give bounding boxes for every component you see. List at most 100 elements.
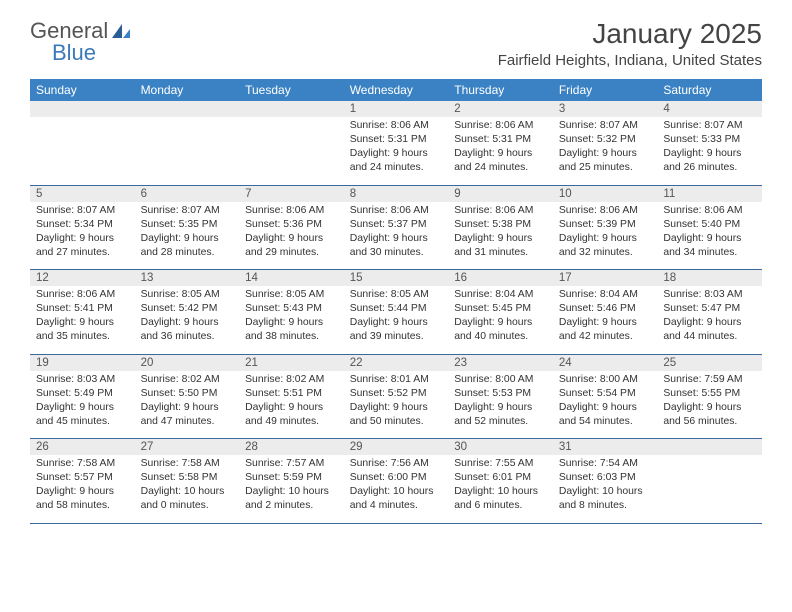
- sunset-text: Sunset: 5:42 PM: [141, 302, 234, 316]
- weekday-header: Friday: [553, 79, 658, 101]
- daylight-text: Daylight: 9 hours: [141, 401, 234, 415]
- day-number: 12: [30, 270, 135, 287]
- daylight-text: and 31 minutes.: [454, 246, 547, 260]
- day-detail: Sunrise: 8:03 AMSunset: 5:47 PMDaylight:…: [657, 286, 762, 354]
- daylight-text: and 44 minutes.: [663, 330, 756, 344]
- daylight-text: and 36 minutes.: [141, 330, 234, 344]
- detail-row: Sunrise: 8:03 AMSunset: 5:49 PMDaylight:…: [30, 371, 762, 439]
- sunset-text: Sunset: 5:58 PM: [141, 471, 234, 485]
- day-detail: Sunrise: 7:54 AMSunset: 6:03 PMDaylight:…: [553, 455, 658, 523]
- day-detail: Sunrise: 8:04 AMSunset: 5:45 PMDaylight:…: [448, 286, 553, 354]
- day-number: 26: [30, 439, 135, 456]
- sail-icon: [110, 22, 132, 40]
- sunrise-text: Sunrise: 8:06 AM: [559, 204, 652, 218]
- sunrise-text: Sunrise: 8:07 AM: [559, 119, 652, 133]
- daynum-row: 12131415161718: [30, 270, 762, 287]
- day-number: 3: [553, 101, 658, 117]
- daylight-text: and 52 minutes.: [454, 415, 547, 429]
- sunset-text: Sunset: 5:49 PM: [36, 387, 129, 401]
- daylight-text: Daylight: 9 hours: [454, 147, 547, 161]
- sunset-text: Sunset: 5:44 PM: [350, 302, 443, 316]
- daynum-row: 19202122232425: [30, 354, 762, 371]
- day-number: 25: [657, 354, 762, 371]
- weekday-header: Thursday: [448, 79, 553, 101]
- sunset-text: Sunset: 5:45 PM: [454, 302, 547, 316]
- sunrise-text: Sunrise: 8:04 AM: [559, 288, 652, 302]
- daylight-text: Daylight: 9 hours: [36, 485, 129, 499]
- weekday-header: Sunday: [30, 79, 135, 101]
- daylight-text: Daylight: 9 hours: [663, 232, 756, 246]
- day-number: 31: [553, 439, 658, 456]
- sunrise-text: Sunrise: 8:06 AM: [454, 204, 547, 218]
- daylight-text: and 54 minutes.: [559, 415, 652, 429]
- weekday-header: Saturday: [657, 79, 762, 101]
- day-detail: Sunrise: 7:59 AMSunset: 5:55 PMDaylight:…: [657, 371, 762, 439]
- day-number: [30, 101, 135, 117]
- daylight-text: and 38 minutes.: [245, 330, 338, 344]
- sunset-text: Sunset: 5:54 PM: [559, 387, 652, 401]
- daylight-text: and 35 minutes.: [36, 330, 129, 344]
- title-block: January 2025 Fairfield Heights, Indiana,…: [498, 18, 762, 69]
- day-number: 16: [448, 270, 553, 287]
- sunrise-text: Sunrise: 8:01 AM: [350, 373, 443, 387]
- daylight-text: Daylight: 10 hours: [559, 485, 652, 499]
- daylight-text: and 2 minutes.: [245, 499, 338, 513]
- day-detail: [135, 117, 240, 185]
- daylight-text: and 24 minutes.: [350, 161, 443, 175]
- sunset-text: Sunset: 5:36 PM: [245, 218, 338, 232]
- day-number: 15: [344, 270, 449, 287]
- day-number: [239, 101, 344, 117]
- sunset-text: Sunset: 5:59 PM: [245, 471, 338, 485]
- day-number: 5: [30, 185, 135, 202]
- day-number: 11: [657, 185, 762, 202]
- day-number: [657, 439, 762, 456]
- weekday-header: Tuesday: [239, 79, 344, 101]
- day-detail: Sunrise: 8:00 AMSunset: 5:54 PMDaylight:…: [553, 371, 658, 439]
- day-detail: Sunrise: 7:55 AMSunset: 6:01 PMDaylight:…: [448, 455, 553, 523]
- sunrise-text: Sunrise: 8:06 AM: [663, 204, 756, 218]
- day-number: 2: [448, 101, 553, 117]
- sunrise-text: Sunrise: 7:58 AM: [141, 457, 234, 471]
- daylight-text: and 0 minutes.: [141, 499, 234, 513]
- day-detail: Sunrise: 8:06 AMSunset: 5:40 PMDaylight:…: [657, 202, 762, 270]
- daylight-text: and 25 minutes.: [559, 161, 652, 175]
- sunrise-text: Sunrise: 8:07 AM: [663, 119, 756, 133]
- sunrise-text: Sunrise: 8:06 AM: [36, 288, 129, 302]
- day-detail: Sunrise: 8:07 AMSunset: 5:32 PMDaylight:…: [553, 117, 658, 185]
- day-detail: [657, 455, 762, 523]
- day-number: 18: [657, 270, 762, 287]
- daylight-text: Daylight: 9 hours: [350, 232, 443, 246]
- daylight-text: Daylight: 9 hours: [141, 232, 234, 246]
- header: General January 2025 Fairfield Heights, …: [0, 0, 792, 75]
- daylight-text: Daylight: 10 hours: [141, 485, 234, 499]
- day-detail: [239, 117, 344, 185]
- sunset-text: Sunset: 5:53 PM: [454, 387, 547, 401]
- day-detail: Sunrise: 8:06 AMSunset: 5:36 PMDaylight:…: [239, 202, 344, 270]
- day-detail: Sunrise: 8:06 AMSunset: 5:41 PMDaylight:…: [30, 286, 135, 354]
- sunset-text: Sunset: 5:31 PM: [350, 133, 443, 147]
- day-number: 27: [135, 439, 240, 456]
- daylight-text: and 42 minutes.: [559, 330, 652, 344]
- sunset-text: Sunset: 5:55 PM: [663, 387, 756, 401]
- daylight-text: Daylight: 9 hours: [663, 316, 756, 330]
- sunset-text: Sunset: 5:32 PM: [559, 133, 652, 147]
- day-number: 20: [135, 354, 240, 371]
- day-detail: Sunrise: 7:57 AMSunset: 5:59 PMDaylight:…: [239, 455, 344, 523]
- day-detail: Sunrise: 8:06 AMSunset: 5:31 PMDaylight:…: [448, 117, 553, 185]
- day-detail: Sunrise: 8:06 AMSunset: 5:39 PMDaylight:…: [553, 202, 658, 270]
- daylight-text: Daylight: 9 hours: [350, 316, 443, 330]
- day-detail: Sunrise: 8:00 AMSunset: 5:53 PMDaylight:…: [448, 371, 553, 439]
- daylight-text: Daylight: 9 hours: [454, 401, 547, 415]
- daylight-text: Daylight: 9 hours: [559, 316, 652, 330]
- day-detail: Sunrise: 8:05 AMSunset: 5:44 PMDaylight:…: [344, 286, 449, 354]
- detail-row: Sunrise: 8:06 AMSunset: 5:41 PMDaylight:…: [30, 286, 762, 354]
- daylight-text: and 49 minutes.: [245, 415, 338, 429]
- sunset-text: Sunset: 6:01 PM: [454, 471, 547, 485]
- sunrise-text: Sunrise: 7:54 AM: [559, 457, 652, 471]
- daylight-text: and 4 minutes.: [350, 499, 443, 513]
- day-detail: Sunrise: 8:03 AMSunset: 5:49 PMDaylight:…: [30, 371, 135, 439]
- daylight-text: and 27 minutes.: [36, 246, 129, 260]
- day-detail: Sunrise: 8:06 AMSunset: 5:37 PMDaylight:…: [344, 202, 449, 270]
- day-detail: Sunrise: 8:06 AMSunset: 5:31 PMDaylight:…: [344, 117, 449, 185]
- daylight-text: and 29 minutes.: [245, 246, 338, 260]
